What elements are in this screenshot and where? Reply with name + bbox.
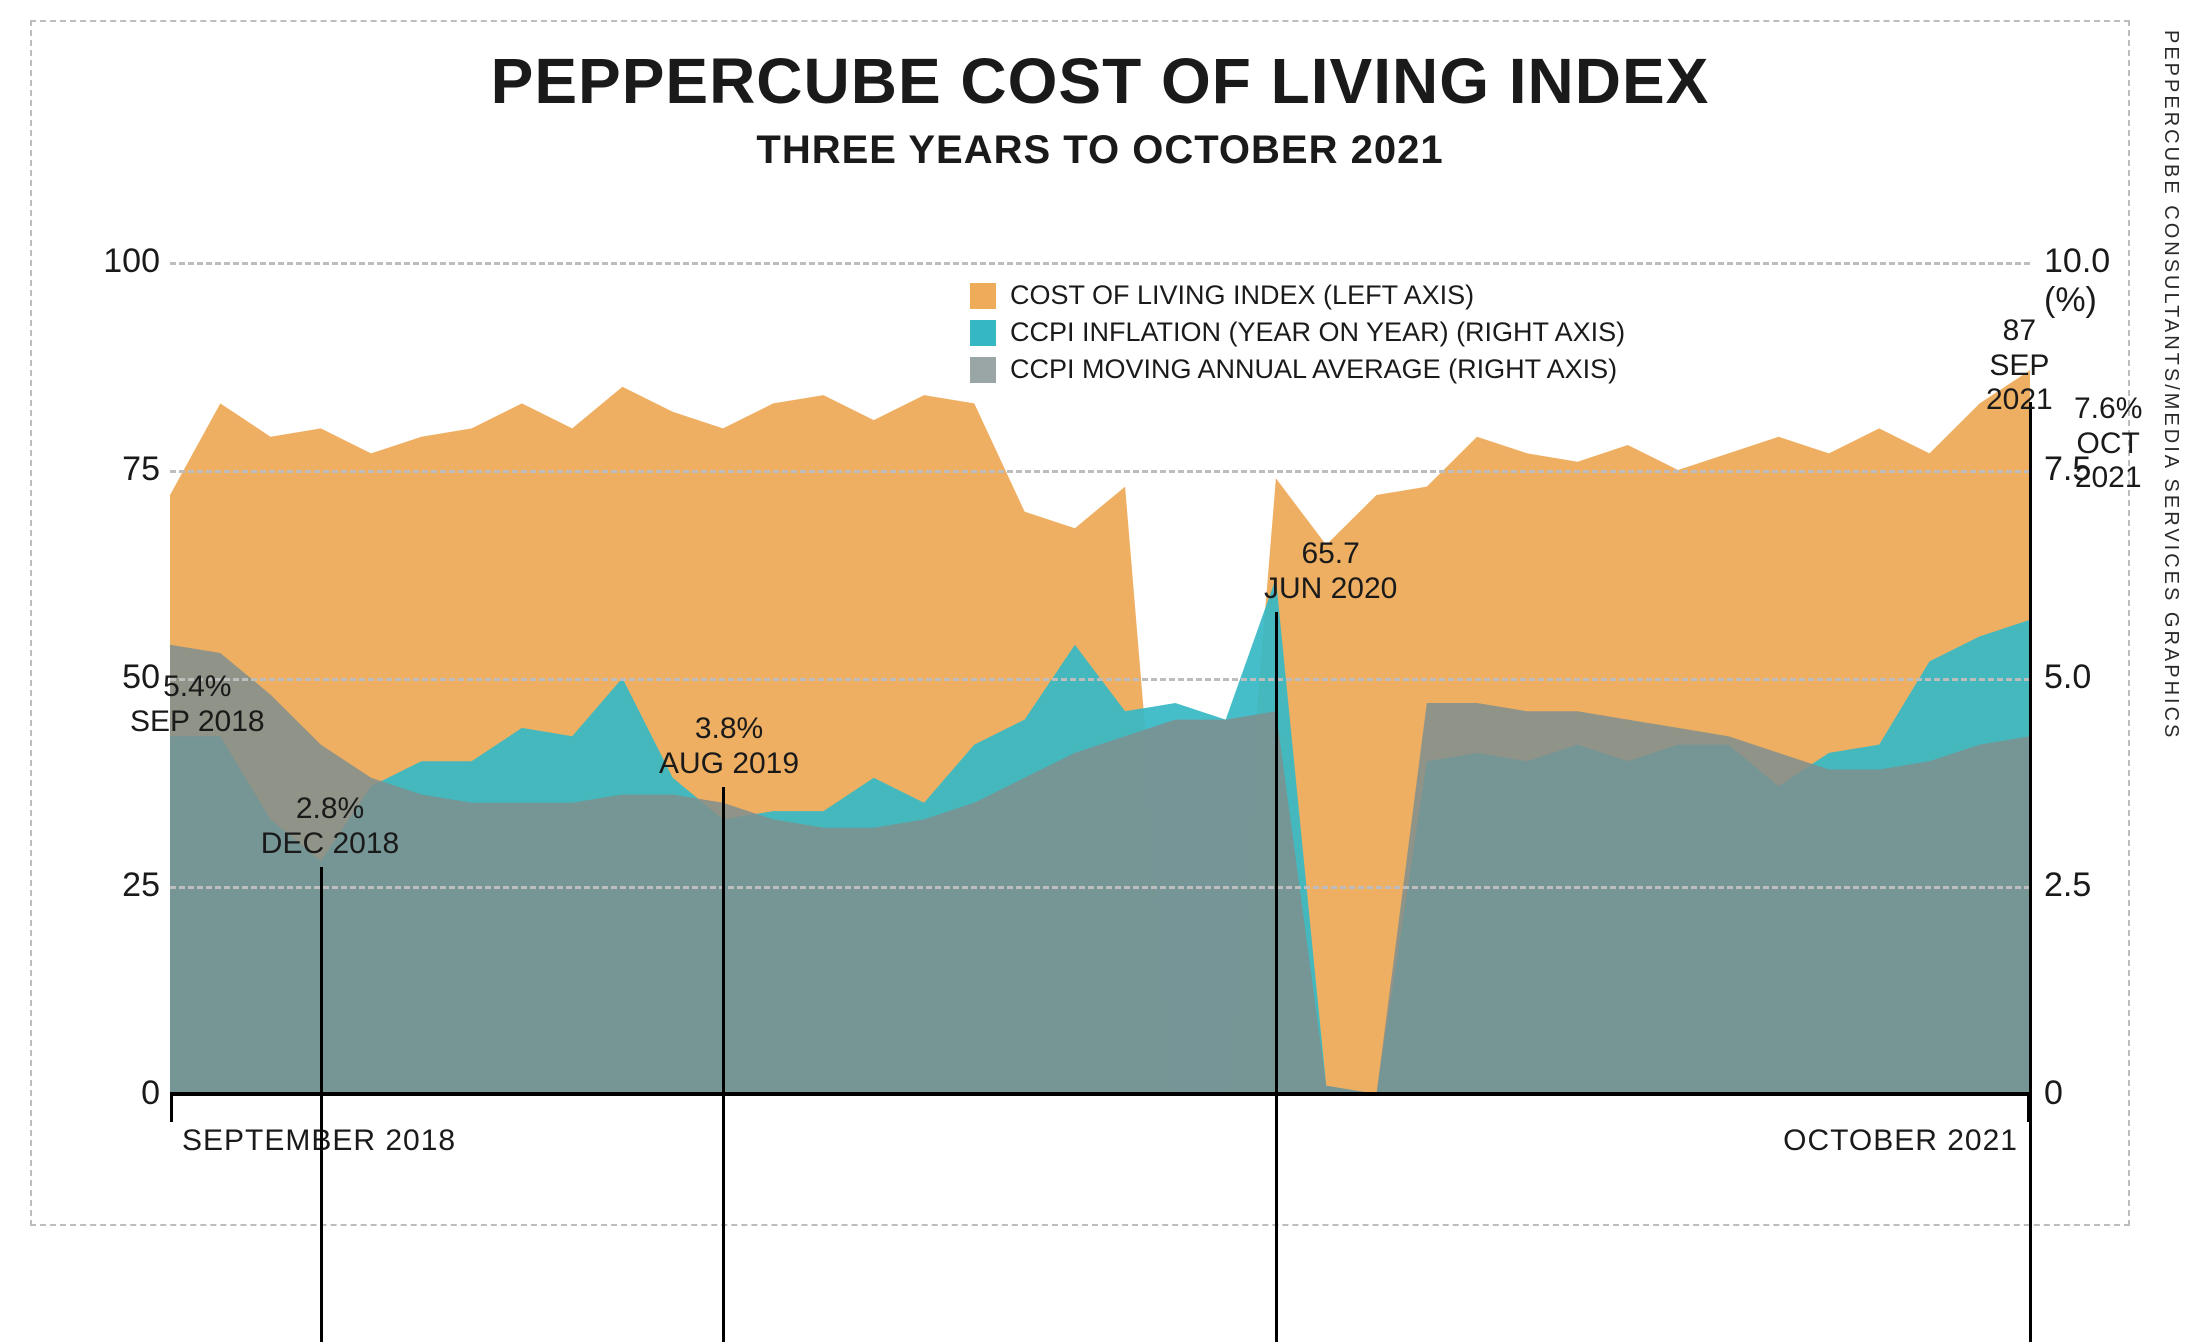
annotation-value: 5.4% (130, 670, 265, 705)
legend-label: CCPI MOVING ANNUAL AVERAGE (RIGHT AXIS) (1010, 354, 1617, 385)
x-axis-end-label: OCTOBER 2021 (1783, 1124, 2018, 1158)
credit-vertical: PEPPERCUBE CONSULTANTS/MEDIA SERVICES GR… (2159, 30, 2182, 740)
gridline (170, 470, 2030, 473)
legend-swatch (970, 283, 996, 309)
annotation-date: OCT 2021 (2074, 427, 2142, 496)
annotation-label: 2.8%DEC 2018 (261, 792, 399, 861)
y-right-tick: 5.0 (2044, 658, 2164, 697)
plot-area: 025507510002.55.07.510.0 (%)SEPTEMBER 20… (170, 262, 2030, 1094)
annotation-value: 65.7 (1264, 537, 1397, 572)
legend-swatch (970, 320, 996, 346)
annotation-value: 3.8% (659, 712, 799, 747)
annotation-line (320, 867, 323, 1342)
y-left-tick: 75 (70, 450, 160, 489)
gridline (170, 262, 2030, 265)
annotation-value: 2.8% (261, 792, 399, 827)
annotation-date: SEP 2018 (130, 705, 265, 740)
legend-label: COST OF LIVING INDEX (LEFT AXIS) (1010, 280, 1474, 311)
y-right-tick: 0 (2044, 1074, 2164, 1113)
legend-label: CCPI INFLATION (YEAR ON YEAR) (RIGHT AXI… (1010, 317, 1625, 348)
y-left-tick: 100 (70, 242, 160, 281)
annotation-line (1275, 612, 1278, 1342)
x-axis-tick (170, 1094, 173, 1122)
legend: COST OF LIVING INDEX (LEFT AXIS) CCPI INF… (970, 280, 1625, 391)
annotation-value: 7.6% (2074, 392, 2142, 427)
x-axis-line (170, 1092, 2030, 1096)
chart-subtitle: THREE YEARS TO OCTOBER 2021 (0, 128, 2200, 173)
annotation-date: JUN 2020 (1264, 572, 1397, 607)
y-left-tick: 0 (70, 1074, 160, 1113)
gridline (170, 678, 2030, 681)
gridline (170, 886, 2030, 889)
annotation-label: 65.7JUN 2020 (1264, 537, 1397, 606)
annotation-line (2029, 402, 2032, 1342)
y-left-tick: 25 (70, 866, 160, 905)
annotation-label: 5.4%SEP 2018 (130, 670, 265, 739)
annotation-date: SEP 2021 (1986, 349, 2053, 418)
annotation-date: DEC 2018 (261, 827, 399, 862)
chart-title: PEPPERCUBE COST OF LIVING INDEX (0, 44, 2200, 118)
annotation-label: 3.8%AUG 2019 (659, 712, 799, 781)
annotation-line (722, 787, 725, 1342)
y-right-tick: 10.0 (%) (2044, 242, 2164, 320)
annotation-value: 87 (1986, 314, 2053, 349)
chart-canvas: PEPPERCUBE COST OF LIVING INDEX THREE YE… (0, 0, 2200, 1256)
legend-swatch (970, 357, 996, 383)
annotation-label: 7.6%OCT 2021 (2074, 392, 2142, 496)
annotation-date: AUG 2019 (659, 747, 799, 782)
y-right-tick: 2.5 (2044, 866, 2164, 905)
annotation-label: 87SEP 2021 (1986, 314, 2053, 418)
